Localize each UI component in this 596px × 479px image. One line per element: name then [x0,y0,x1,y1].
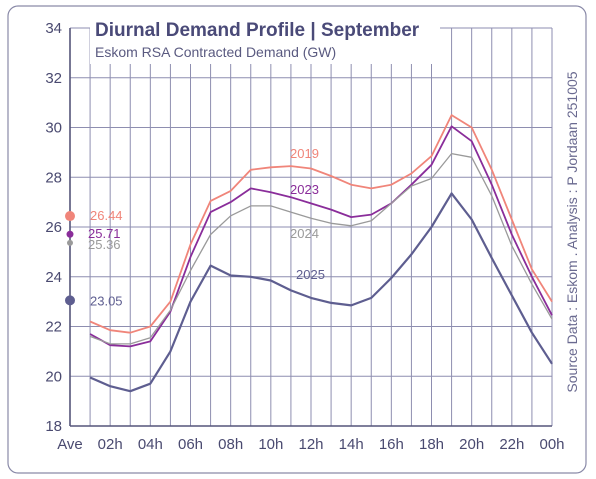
y-tick-label: 34 [45,20,62,37]
x-tick-label: 08h [218,436,243,453]
x-tick-label: 02h [98,436,123,453]
x-tick-label: 14h [339,436,364,453]
source-note: Source Data : Eskom . Analysis : P Jorda… [564,71,580,392]
series-line-2024 [89,152,553,345]
y-tick-label: 18 [45,418,62,435]
average-dot-2024 [67,239,73,246]
series-label-2023: 2023 [290,182,319,197]
average-label-2024: 25.36 [88,237,121,252]
y-tick-label: 22 [45,319,62,336]
x-tick-label: 18h [419,436,444,453]
x-tick-label: Ave [57,436,83,453]
average-dot-2019 [65,211,75,222]
x-tick-label: 10h [258,436,283,453]
chart-subtitle: Eskom RSA Contracted Demand (GW) [95,44,336,60]
average-label-2025: 23.05 [90,293,123,308]
x-tick-label: 20h [459,436,484,453]
series-labels: 2019 2023 2024 2025 [290,146,325,282]
x-tick-label: 12h [298,436,323,453]
x-tick-label: 22h [499,436,524,453]
series-label-2025: 2025 [296,267,325,282]
chart-title: Diurnal Demand Profile | September [95,20,420,41]
y-tick-label: 28 [45,169,62,186]
average-label-2019: 26.44 [90,208,123,223]
average-dot-2025 [65,295,75,306]
y-tick-label: 24 [45,269,62,286]
y-tick-label: 20 [45,368,62,385]
x-tick-label: 16h [379,436,404,453]
y-tick-label: 30 [45,120,62,137]
x-tick-label: 00h [539,436,564,453]
series-line-2023 [89,125,553,348]
series-line-2025 [89,192,553,393]
series-lines [89,114,553,393]
grid [70,27,553,426]
series-label-2019: 2019 [290,146,319,161]
axes: 18 20 22 24 26 28 30 32 34 Ave 02h 04h 06h 08h 10h 12h 1… [45,20,564,453]
x-tick-label: 04h [138,436,163,453]
series-label-2024: 2024 [290,226,319,241]
title-background [90,18,440,64]
average-dot-2023 [66,230,74,238]
chart-frame [7,5,587,474]
series-line-2019 [89,114,553,334]
y-tick-label: 26 [45,219,62,236]
y-tick-label: 32 [45,70,62,87]
x-tick-label: 06h [178,436,203,453]
average-label-2023: 25.71 [88,226,121,241]
